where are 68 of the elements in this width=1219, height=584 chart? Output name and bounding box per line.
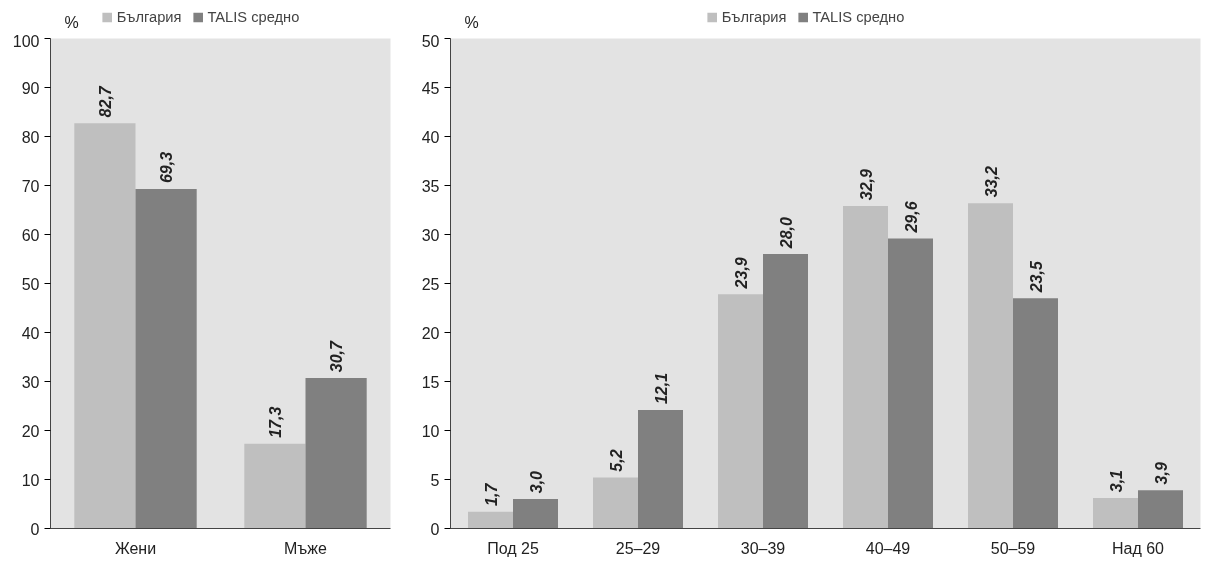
data-label: 3,1 bbox=[1107, 469, 1125, 493]
data-label: 17,3 bbox=[266, 406, 284, 438]
data-label: 12,1 bbox=[652, 372, 670, 405]
bar bbox=[135, 188, 197, 529]
y-tick-label: 90 bbox=[21, 79, 40, 97]
data-label: 5,2 bbox=[607, 449, 625, 472]
y-tick-label: 80 bbox=[21, 128, 40, 146]
y-tick-label: 35 bbox=[421, 177, 440, 195]
legend-label: България bbox=[116, 9, 182, 25]
data-label: 23,9 bbox=[732, 257, 750, 290]
bar bbox=[968, 203, 1013, 529]
y-tick-label: 100 bbox=[12, 32, 40, 50]
y-tick-label: 0 bbox=[430, 520, 440, 538]
x-tick-label: 30–39 bbox=[740, 539, 786, 557]
data-label: 30,7 bbox=[328, 339, 346, 373]
y-axis-title: % bbox=[64, 13, 79, 31]
x-tick-label: 25–29 bbox=[615, 539, 661, 557]
x-tick-label: 40–49 bbox=[865, 539, 911, 557]
bar bbox=[244, 443, 306, 529]
x-tick-label: Над 60 bbox=[1111, 539, 1165, 557]
y-tick-label: 40 bbox=[421, 128, 440, 146]
y-tick-label: 45 bbox=[421, 79, 440, 97]
y-tick-label: 60 bbox=[21, 226, 40, 244]
y-tick-label: 25 bbox=[421, 275, 440, 293]
bar bbox=[1013, 298, 1058, 529]
y-tick-label: 70 bbox=[21, 177, 40, 195]
bar bbox=[718, 294, 763, 529]
data-label: 69,3 bbox=[158, 151, 176, 184]
y-tick-label: 20 bbox=[21, 422, 40, 440]
bar bbox=[843, 206, 888, 529]
y-tick-label: 20 bbox=[421, 324, 440, 342]
legend-label: TALIS средно bbox=[207, 9, 300, 25]
y-axis-title: % bbox=[464, 13, 479, 31]
data-label: 1,7 bbox=[482, 482, 500, 506]
bar bbox=[1093, 498, 1138, 529]
bar bbox=[513, 499, 558, 529]
data-label: 3,0 bbox=[527, 470, 545, 494]
data-label: 29,6 bbox=[902, 201, 920, 234]
data-label: 82,7 bbox=[96, 85, 114, 118]
y-tick-label: 10 bbox=[21, 471, 40, 489]
x-tick-label: Жени bbox=[114, 539, 157, 557]
x-tick-label: 50–59 bbox=[990, 539, 1036, 557]
y-tick-label: 50 bbox=[421, 32, 440, 50]
data-label: 3,9 bbox=[1152, 462, 1170, 485]
bar bbox=[593, 477, 638, 529]
bar bbox=[763, 254, 808, 529]
data-label: 23,5 bbox=[1027, 260, 1045, 294]
y-tick-label: 40 bbox=[21, 324, 40, 342]
y-tick-label: 0 bbox=[30, 520, 40, 538]
data-label: 33,2 bbox=[982, 166, 1000, 198]
x-tick-label: Под 25 bbox=[487, 539, 539, 557]
bar bbox=[468, 511, 513, 529]
y-tick-label: 50 bbox=[21, 275, 40, 293]
x-tick-label: Мъже bbox=[284, 539, 328, 557]
bar bbox=[888, 238, 933, 529]
y-tick-label: 15 bbox=[421, 373, 440, 391]
legend-label: TALIS средно bbox=[812, 9, 905, 25]
y-tick-label: 10 bbox=[421, 422, 440, 440]
bar bbox=[74, 123, 136, 529]
data-label: 28,0 bbox=[777, 216, 795, 250]
bar bbox=[305, 378, 367, 529]
y-tick-label: 5 bbox=[430, 471, 440, 489]
legend-label: България bbox=[721, 9, 787, 25]
y-tick-label: 30 bbox=[21, 373, 40, 391]
bar bbox=[1138, 490, 1183, 529]
bar bbox=[638, 409, 683, 529]
data-label: 32,9 bbox=[857, 168, 875, 201]
y-tick-label: 30 bbox=[421, 226, 440, 244]
